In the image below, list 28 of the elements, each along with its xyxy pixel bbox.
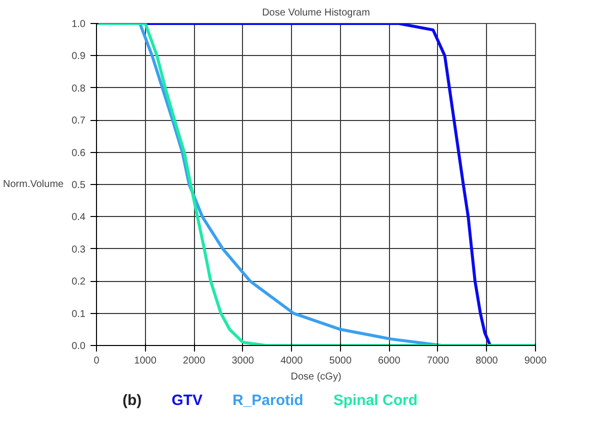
text: (b) bbox=[122, 392, 142, 409]
y-axis-title: Norm.Volume bbox=[3, 179, 64, 190]
x-tick-label: 5000 bbox=[329, 356, 352, 366]
y-tick-label: 0.1 bbox=[72, 308, 86, 320]
y-tick-label: 0.9 bbox=[72, 51, 86, 62]
x-tick-label: 2000 bbox=[182, 356, 206, 366]
y-tick-label: 0.5 bbox=[72, 180, 86, 191]
text: Spinal Cord bbox=[333, 392, 418, 409]
text: GTV bbox=[172, 392, 202, 409]
x-tick-label: 8000 bbox=[476, 356, 498, 366]
x-tick-label: 1000 bbox=[134, 356, 157, 366]
x-tick-label: 3000 bbox=[232, 356, 254, 366]
x-tick-label: 7000 bbox=[426, 356, 450, 366]
y-tick-label: 0.2 bbox=[72, 276, 86, 288]
x-tick-label: 6000 bbox=[378, 356, 401, 366]
y-tick-label: 0.6 bbox=[72, 148, 86, 159]
x-tick-label: 4000 bbox=[280, 356, 304, 366]
y-tick-label: 0.7 bbox=[72, 116, 86, 127]
x-tick-label: 0 bbox=[94, 356, 100, 366]
y-tick-label: 1.0 bbox=[72, 19, 86, 30]
x-tick-label: 9000 bbox=[524, 356, 548, 366]
text: R_Parotid bbox=[232, 392, 304, 409]
y-tick-label: 0.4 bbox=[72, 212, 86, 224]
y-tick-label: 0.0 bbox=[72, 341, 86, 352]
y-tick-label: 0.3 bbox=[72, 244, 86, 256]
y-tick-label: 0.8 bbox=[72, 83, 86, 94]
x-axis-title: Dose (cGy) bbox=[290, 372, 342, 382]
chart-title: Dose Volume Histogram bbox=[262, 8, 370, 18]
